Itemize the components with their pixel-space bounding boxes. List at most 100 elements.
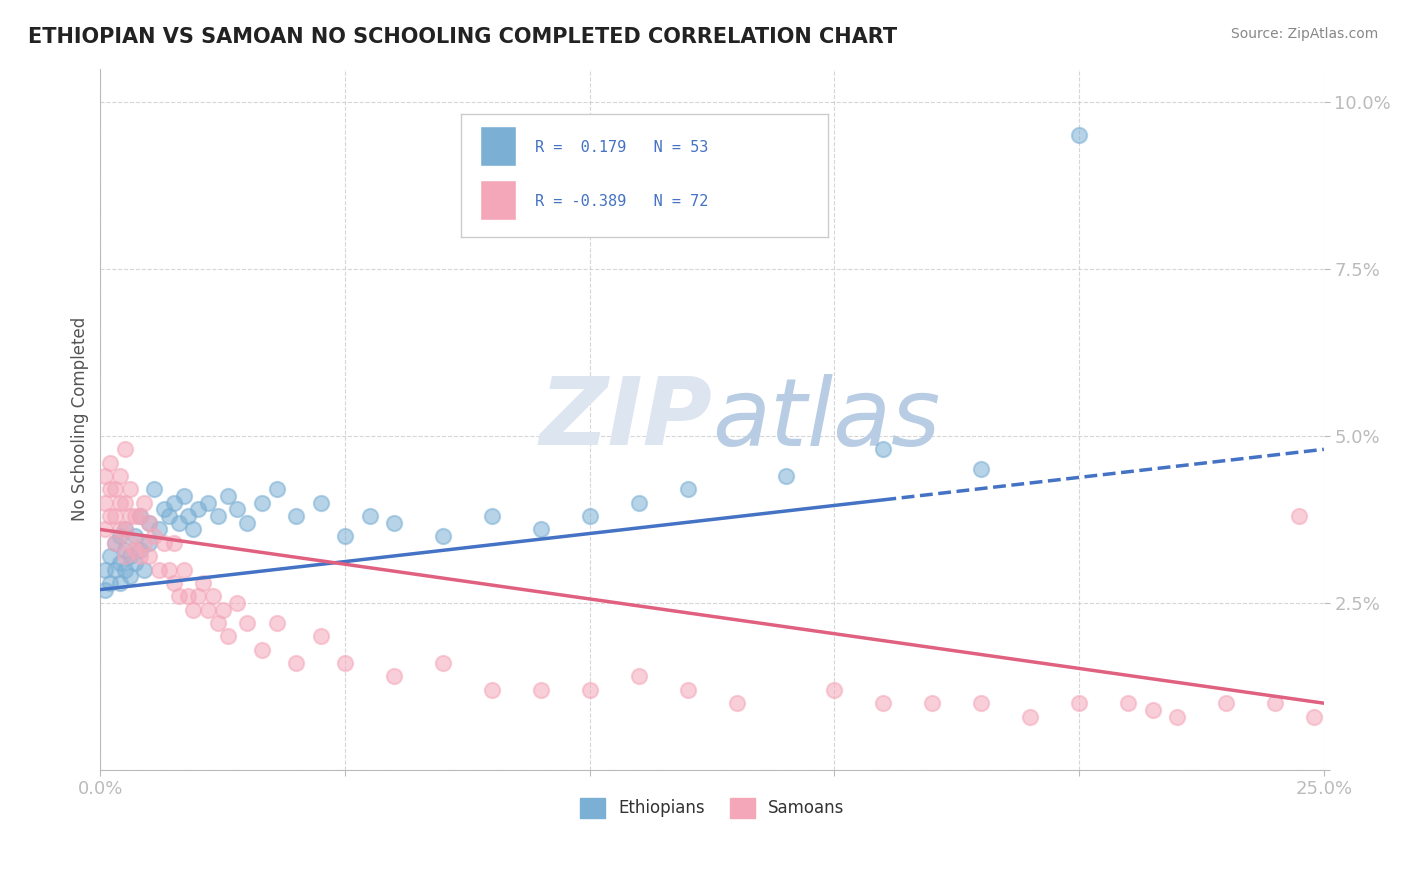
Point <box>134 496 156 510</box>
Point <box>333 656 356 670</box>
Point <box>104 483 127 497</box>
Point <box>128 509 150 524</box>
Point <box>114 563 136 577</box>
Point <box>676 682 699 697</box>
Point <box>285 656 308 670</box>
Point <box>578 509 600 524</box>
Point <box>134 536 156 550</box>
Point <box>114 523 136 537</box>
Point <box>266 615 288 630</box>
Point <box>138 549 160 564</box>
Point <box>138 536 160 550</box>
Text: ETHIOPIAN VS SAMOAN NO SCHOOLING COMPLETED CORRELATION CHART: ETHIOPIAN VS SAMOAN NO SCHOOLING COMPLET… <box>28 27 897 46</box>
Point <box>1264 696 1286 710</box>
Point <box>98 509 121 524</box>
Point <box>118 509 141 524</box>
Point <box>104 509 127 524</box>
Point <box>921 696 943 710</box>
Point <box>775 469 797 483</box>
Point <box>143 529 166 543</box>
Point <box>143 483 166 497</box>
Point <box>108 529 131 543</box>
Point <box>94 496 117 510</box>
Point <box>118 536 141 550</box>
Point <box>1019 709 1042 723</box>
Legend: Ethiopians, Samoans: Ethiopians, Samoans <box>574 791 851 825</box>
Point <box>432 656 454 670</box>
Point <box>236 516 259 530</box>
Point <box>177 589 200 603</box>
Point <box>530 682 553 697</box>
Point <box>114 549 136 564</box>
Point <box>970 462 993 476</box>
Point <box>124 529 146 543</box>
Point <box>157 563 180 577</box>
Point <box>163 536 186 550</box>
Point <box>197 602 219 616</box>
Point <box>98 456 121 470</box>
Point <box>1069 696 1091 710</box>
Point <box>250 642 273 657</box>
Point <box>530 523 553 537</box>
Point <box>309 629 332 643</box>
Point <box>187 589 209 603</box>
Point <box>266 483 288 497</box>
Point <box>1166 709 1188 723</box>
Point <box>108 469 131 483</box>
Point <box>201 589 224 603</box>
Point <box>1142 703 1164 717</box>
Point <box>1215 696 1237 710</box>
Point <box>118 549 141 564</box>
Point <box>1288 509 1310 524</box>
Point <box>114 542 136 557</box>
Point <box>197 496 219 510</box>
Point <box>173 563 195 577</box>
Point <box>94 563 117 577</box>
Point <box>163 496 186 510</box>
Point <box>124 556 146 570</box>
Point <box>148 523 170 537</box>
Point <box>124 509 146 524</box>
Point <box>1303 709 1326 723</box>
Point <box>94 582 117 597</box>
Point <box>226 502 249 516</box>
Point <box>138 516 160 530</box>
Point <box>124 542 146 557</box>
Point <box>1116 696 1139 710</box>
Text: ZIP: ZIP <box>540 373 711 466</box>
Point <box>432 529 454 543</box>
Point <box>250 496 273 510</box>
Point <box>118 569 141 583</box>
Point <box>134 563 156 577</box>
Point <box>128 549 150 564</box>
Point <box>1069 128 1091 143</box>
Point <box>211 602 233 616</box>
Point <box>108 576 131 591</box>
Point <box>167 589 190 603</box>
Point <box>157 509 180 524</box>
Point <box>872 442 894 457</box>
Point <box>359 509 381 524</box>
Point <box>627 496 650 510</box>
Point <box>167 516 190 530</box>
Point <box>173 489 195 503</box>
Point <box>104 563 127 577</box>
Point <box>177 509 200 524</box>
Text: Source: ZipAtlas.com: Source: ZipAtlas.com <box>1230 27 1378 41</box>
Point <box>148 563 170 577</box>
Point <box>98 483 121 497</box>
Point <box>207 509 229 524</box>
Point <box>114 523 136 537</box>
Point <box>98 549 121 564</box>
Point <box>138 516 160 530</box>
Point <box>217 629 239 643</box>
Point <box>285 509 308 524</box>
Point <box>108 523 131 537</box>
Point <box>187 502 209 516</box>
Point <box>94 523 117 537</box>
Point <box>226 596 249 610</box>
Point <box>108 556 131 570</box>
Point <box>207 615 229 630</box>
Text: atlas: atlas <box>711 374 941 465</box>
Point <box>627 669 650 683</box>
